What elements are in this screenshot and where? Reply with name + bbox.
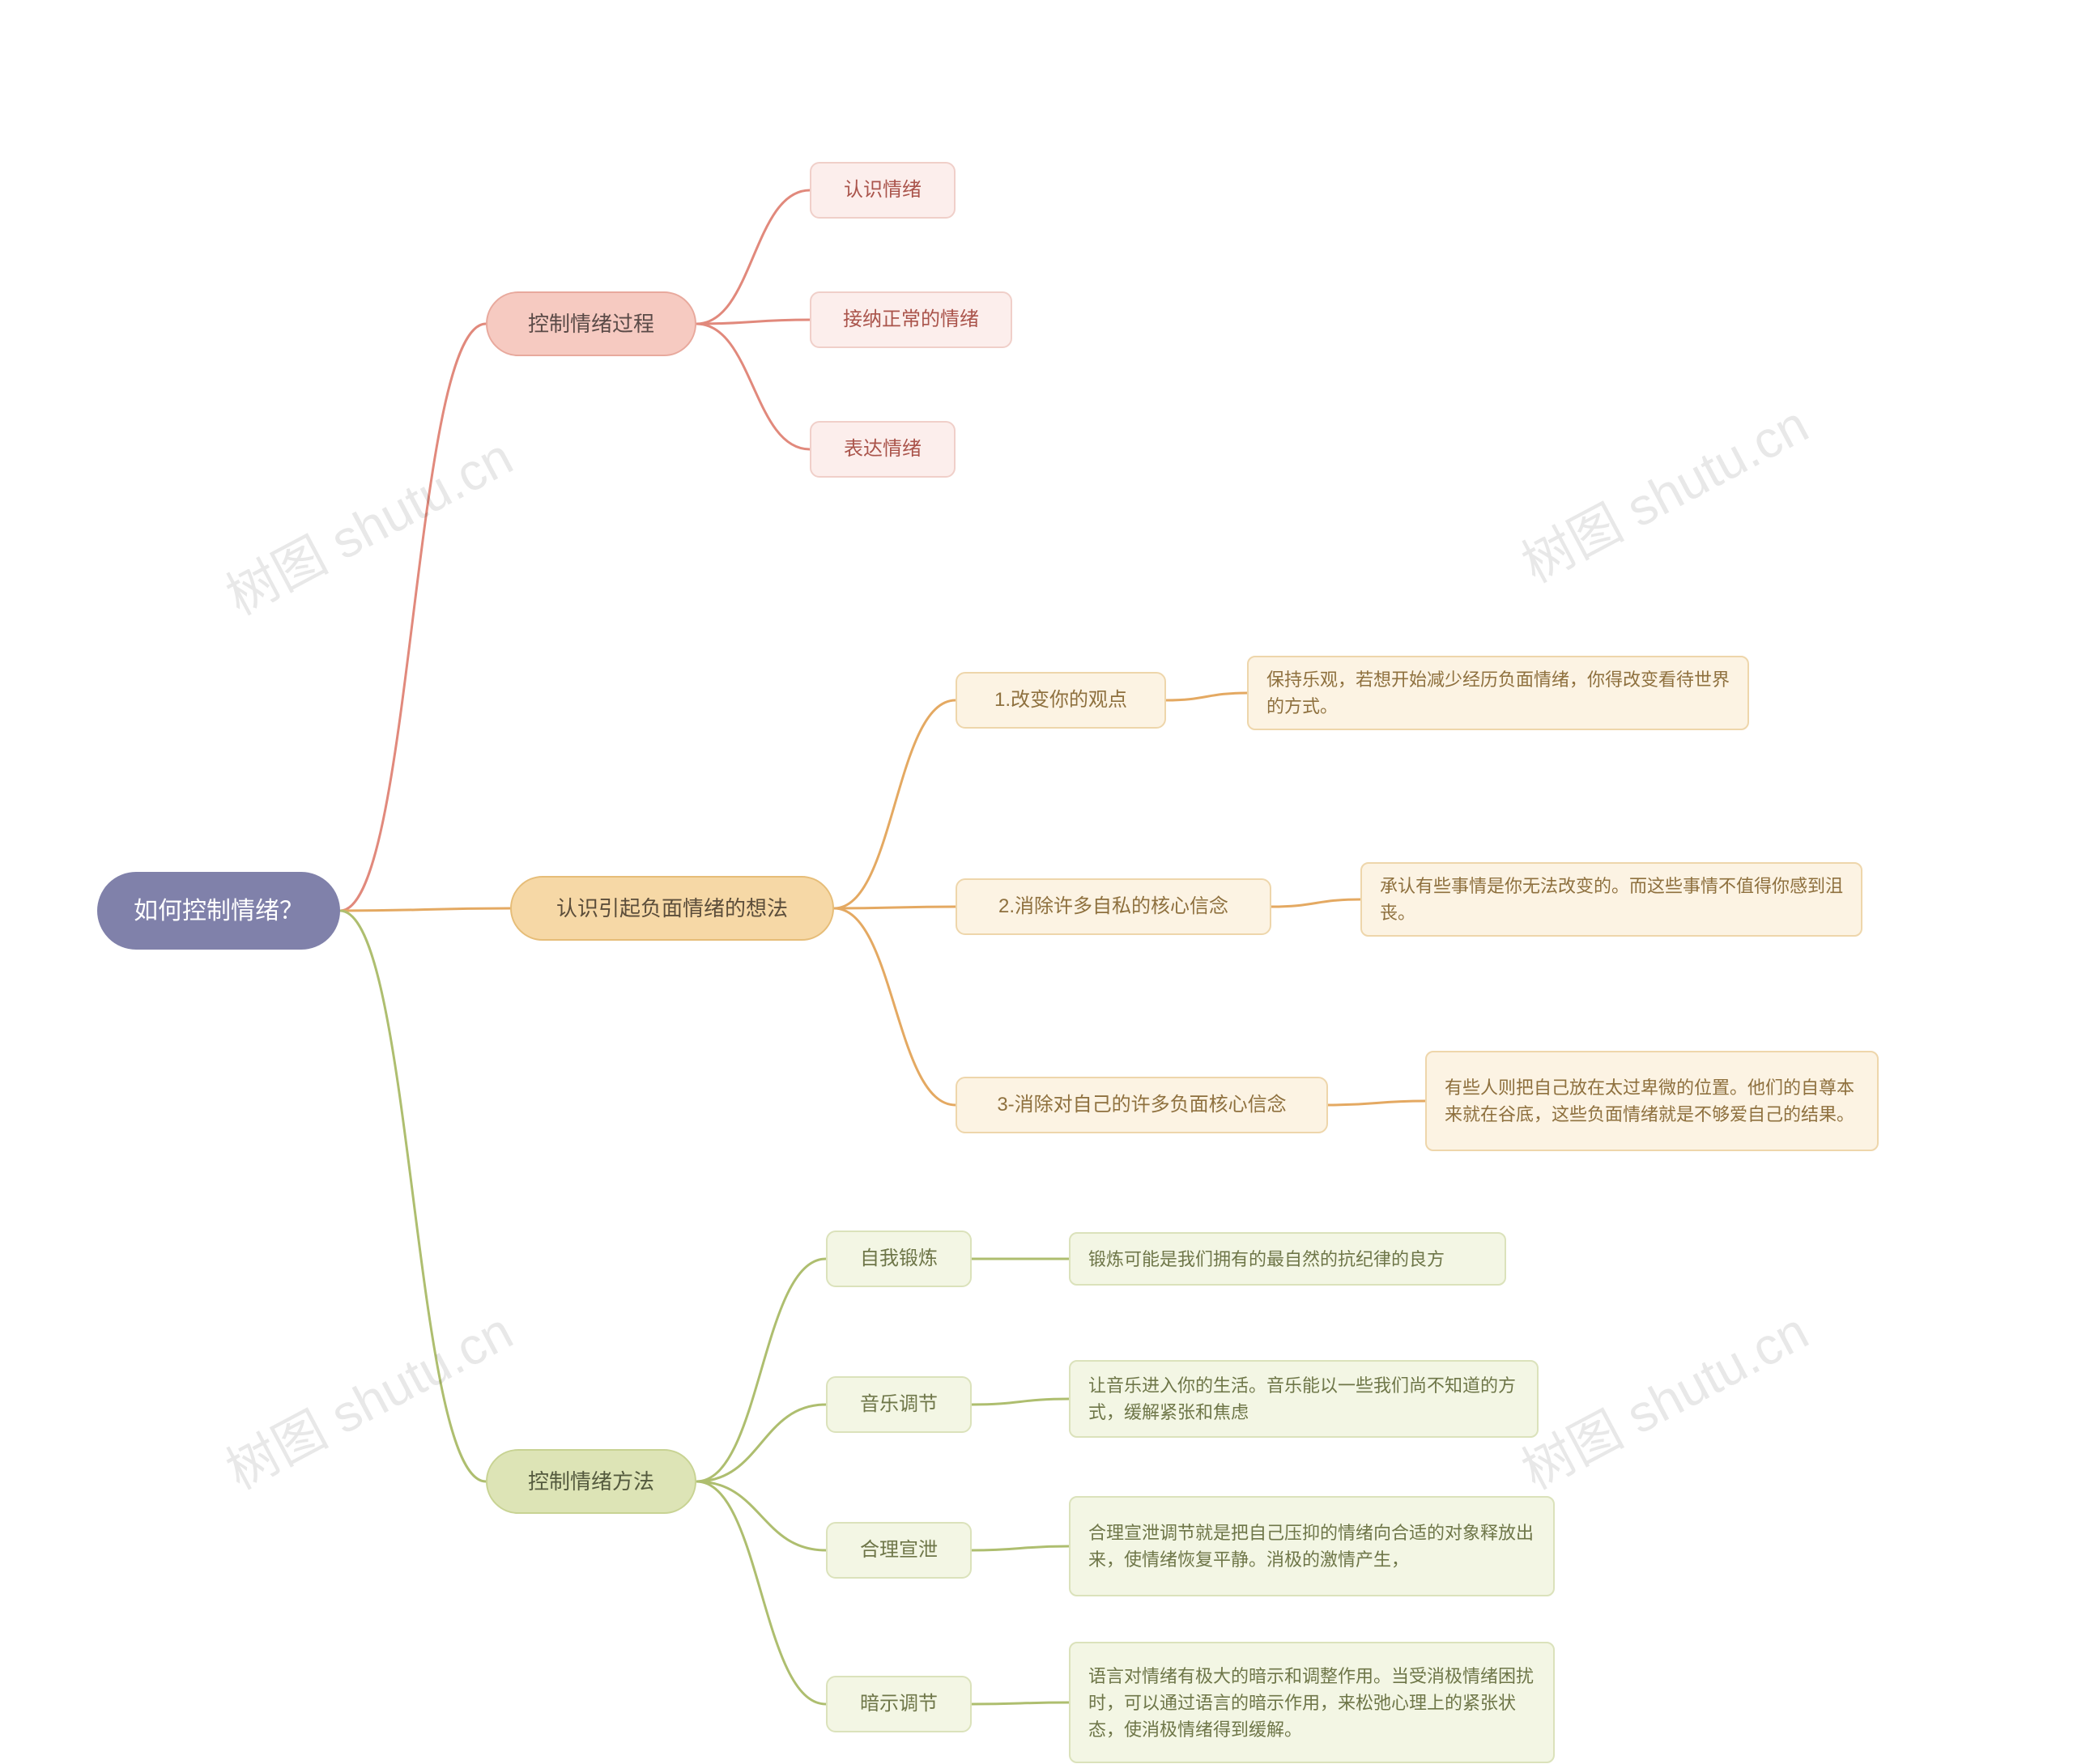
child-node: 自我锻炼: [826, 1231, 972, 1287]
leaf-node: 让音乐进入你的生活。音乐能以一些我们尚不知道的方式，缓解紧张和焦虑: [1069, 1360, 1539, 1438]
watermark: 树图 shutu.cn: [211, 416, 524, 629]
child-node: 2.消除许多自私的核心信念: [956, 878, 1271, 935]
branch-node: 认识引起负面情绪的想法: [510, 876, 834, 941]
child-node: 合理宣泄: [826, 1522, 972, 1579]
leaf-node: 承认有些事情是你无法改变的。而这些事情不值得你感到沮丧。: [1360, 862, 1862, 937]
branch-node: 控制情绪过程: [486, 291, 696, 356]
leaf-node: 有些人则把自己放在太过卑微的位置。他们的自尊本来就在谷底，这些负面情绪就是不够爱…: [1425, 1051, 1879, 1151]
child-node: 1.改变你的观点: [956, 672, 1166, 729]
leaf-node: 合理宣泄调节就是把自己压抑的情绪向合适的对象释放出来，使情绪恢复平静。消极的激情…: [1069, 1496, 1555, 1596]
watermark: 树图 shutu.cn: [1507, 1290, 1820, 1503]
child-node: 认识情绪: [810, 162, 956, 219]
child-node: 接纳正常的情绪: [810, 291, 1012, 348]
branch-node: 控制情绪方法: [486, 1449, 696, 1514]
child-node: 暗示调节: [826, 1676, 972, 1732]
child-node: 音乐调节: [826, 1376, 972, 1433]
leaf-node: 语言对情绪有极大的暗示和调整作用。当受消极情绪困扰时，可以通过语言的暗示作用，来…: [1069, 1642, 1555, 1763]
root-node: 如何控制情绪？: [97, 872, 340, 950]
mindmap-canvas: 树图 shutu.cn 树图 shutu.cn 树图 shutu.cn 树图 shut…: [0, 0, 2073, 1764]
leaf-node: 保持乐观，若想开始减少经历负面情绪，你得改变看待世界的方式。: [1247, 656, 1749, 730]
leaf-node: 锻炼可能是我们拥有的最自然的抗纪律的良方: [1069, 1232, 1506, 1286]
watermark: 树图 shutu.cn: [211, 1290, 524, 1503]
child-node: 3-消除对自己的许多负面核心信念: [956, 1077, 1328, 1133]
child-node: 表达情绪: [810, 421, 956, 478]
watermark: 树图 shutu.cn: [1507, 384, 1820, 597]
